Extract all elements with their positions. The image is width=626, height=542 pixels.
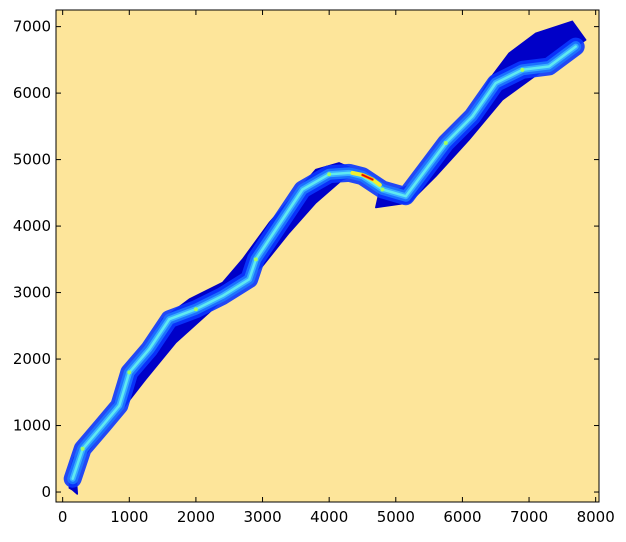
tick-label-layer: 0 1000 2000 3000 4000 5000 6000 7000 8000 0 1000 20… — [13, 18, 615, 526]
y-tick-label: 0 — [41, 483, 51, 501]
y-tick-label: 6000 — [13, 84, 51, 102]
channel-highlight-point — [443, 140, 448, 145]
y-tick-label: 7000 — [13, 18, 51, 36]
channel-highlight-point — [253, 257, 258, 262]
channel-highlight-point — [193, 307, 198, 312]
x-tick-label: 1000 — [110, 508, 148, 526]
river-domain-layer — [63, 20, 587, 495]
x-tick-label: 2000 — [177, 508, 215, 526]
y-tick-label: 3000 — [13, 284, 51, 302]
tick-layer — [56, 10, 599, 502]
plot-frame — [55, 9, 600, 503]
x-tick-label: 8000 — [577, 508, 615, 526]
x-tick-label: 7000 — [510, 508, 548, 526]
channel-highlight-point — [520, 67, 525, 72]
channel-highlight-point — [380, 187, 385, 192]
channel-highlight-point — [327, 172, 332, 177]
high-value-band-red — [361, 174, 374, 181]
y-tick-label: 1000 — [13, 417, 51, 435]
y-tick-label: 5000 — [13, 151, 51, 169]
channel-highlight-point — [127, 370, 132, 375]
x-tick-label: 0 — [58, 508, 68, 526]
x-tick-label: 3000 — [243, 508, 281, 526]
y-tick-label: 2000 — [13, 350, 51, 368]
x-tick-label: 6000 — [443, 508, 481, 526]
y-tick-label: 4000 — [13, 217, 51, 235]
channel-highlight-point — [80, 446, 85, 451]
x-tick-label: 4000 — [310, 508, 348, 526]
x-tick-label: 5000 — [377, 508, 415, 526]
